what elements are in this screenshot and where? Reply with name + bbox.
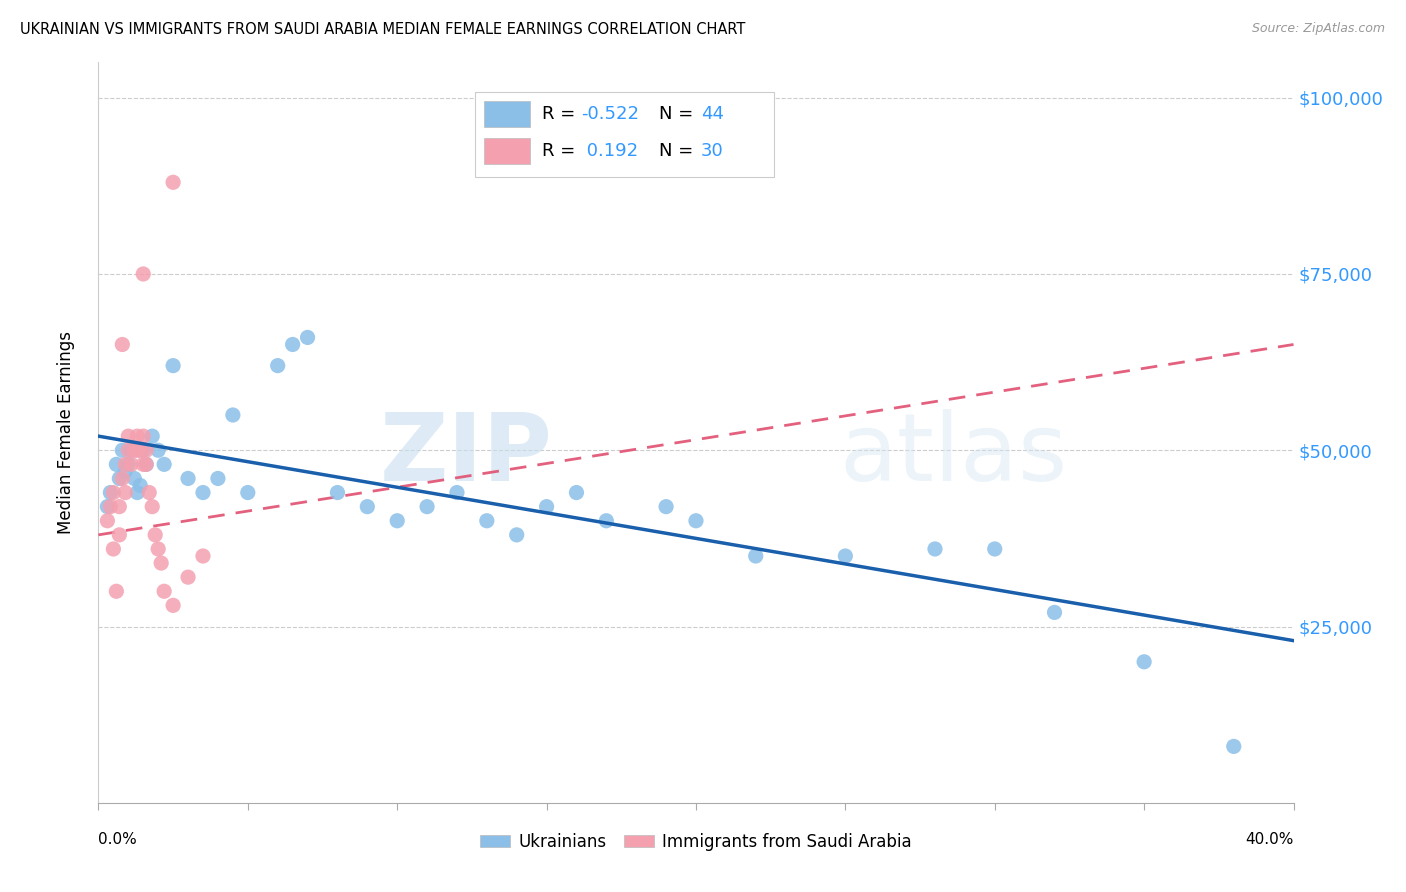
Point: [105, 584, 128, 599]
Point: [135, 458, 157, 472]
Point: [114, 485, 136, 500]
Point: [141, 429, 163, 443]
Text: atlas: atlas: [839, 409, 1067, 500]
Point: [117, 429, 139, 443]
Bar: [485, 102, 530, 128]
Point: [108, 471, 131, 485]
Point: [143, 528, 166, 542]
Point: [297, 330, 319, 344]
Point: [150, 556, 173, 570]
Point: [114, 458, 136, 472]
Point: [177, 570, 200, 584]
Point: [108, 500, 131, 514]
Point: [127, 443, 149, 458]
Point: [655, 500, 678, 514]
Point: [281, 337, 304, 351]
Point: [135, 458, 157, 472]
Text: 30: 30: [700, 143, 724, 161]
Text: N =: N =: [659, 143, 699, 161]
Point: [207, 471, 229, 485]
Point: [129, 478, 152, 492]
Point: [103, 541, 125, 556]
Point: [595, 514, 617, 528]
Point: [385, 514, 409, 528]
Point: [103, 485, 125, 500]
Point: [267, 359, 290, 373]
FancyBboxPatch shape: [475, 92, 773, 178]
Point: [132, 267, 155, 281]
Text: ZIP: ZIP: [380, 409, 553, 500]
Point: [1043, 606, 1066, 620]
Point: [127, 429, 149, 443]
Point: [162, 599, 184, 613]
Point: [536, 500, 558, 514]
Point: [177, 471, 200, 485]
Point: [745, 549, 768, 563]
Point: [120, 443, 142, 458]
Point: [96, 514, 118, 528]
Point: [153, 584, 176, 599]
Text: 0.192: 0.192: [581, 143, 638, 161]
Point: [162, 175, 184, 189]
Point: [222, 408, 245, 422]
Point: [108, 528, 131, 542]
Point: [565, 485, 588, 500]
Point: [141, 500, 163, 514]
Point: [1223, 739, 1246, 754]
Text: Source: ZipAtlas.com: Source: ZipAtlas.com: [1251, 22, 1385, 36]
Point: [117, 443, 139, 458]
Point: [111, 471, 134, 485]
Point: [132, 458, 155, 472]
Point: [96, 500, 118, 514]
Point: [475, 514, 498, 528]
Point: [124, 471, 146, 485]
Point: [132, 443, 155, 458]
Point: [111, 337, 134, 351]
Point: [326, 485, 349, 500]
Point: [834, 549, 856, 563]
Text: 40.0%: 40.0%: [1246, 831, 1294, 847]
Text: -0.522: -0.522: [581, 105, 640, 123]
Text: R =: R =: [541, 105, 581, 123]
Text: 0.0%: 0.0%: [98, 831, 138, 847]
Point: [191, 485, 214, 500]
Point: [120, 458, 142, 472]
Point: [132, 429, 155, 443]
Point: [114, 464, 136, 478]
Point: [148, 541, 170, 556]
Point: [162, 359, 184, 373]
Point: [127, 485, 149, 500]
Point: [984, 541, 1007, 556]
Point: [98, 500, 122, 514]
Point: [124, 443, 146, 458]
Point: [191, 549, 214, 563]
Point: [129, 443, 152, 458]
Point: [506, 528, 529, 542]
Point: [111, 443, 134, 458]
Point: [924, 541, 946, 556]
Point: [1133, 655, 1156, 669]
Point: [98, 485, 122, 500]
Legend: Ukrainians, Immigrants from Saudi Arabia: Ukrainians, Immigrants from Saudi Arabia: [474, 826, 918, 857]
Point: [135, 443, 157, 458]
Point: [138, 485, 160, 500]
Point: [416, 500, 439, 514]
Point: [117, 458, 139, 472]
Point: [356, 500, 378, 514]
Text: N =: N =: [659, 105, 699, 123]
Point: [446, 485, 468, 500]
Text: R =: R =: [541, 143, 581, 161]
Bar: [485, 138, 530, 164]
Point: [236, 485, 259, 500]
Point: [685, 514, 707, 528]
Y-axis label: Median Female Earnings: Median Female Earnings: [56, 331, 75, 534]
Point: [105, 458, 128, 472]
Point: [148, 443, 170, 458]
Point: [153, 458, 176, 472]
Text: UKRAINIAN VS IMMIGRANTS FROM SAUDI ARABIA MEDIAN FEMALE EARNINGS CORRELATION CHA: UKRAINIAN VS IMMIGRANTS FROM SAUDI ARABI…: [20, 22, 745, 37]
Text: 44: 44: [700, 105, 724, 123]
